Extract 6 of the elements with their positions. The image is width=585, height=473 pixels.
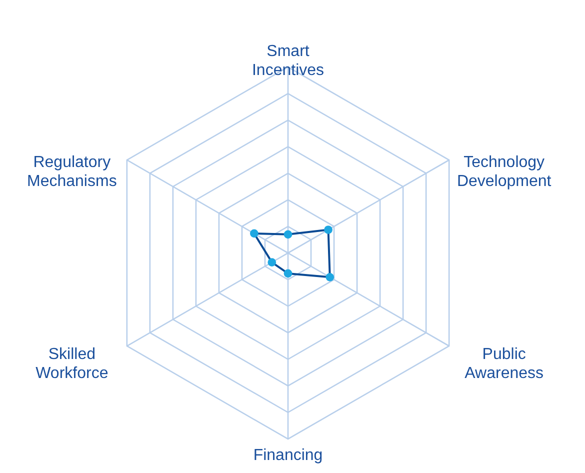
- spoke-label: Public Awareness: [464, 346, 544, 382]
- spoke-label: Smart Incentives: [252, 43, 324, 79]
- spoke-label: Technology Development: [456, 154, 552, 190]
- spoke-label: Financing: [253, 447, 323, 464]
- spoke-label: Regulatory Mechanisms: [27, 154, 117, 190]
- spoke-label: Skilled Workforce: [36, 346, 108, 382]
